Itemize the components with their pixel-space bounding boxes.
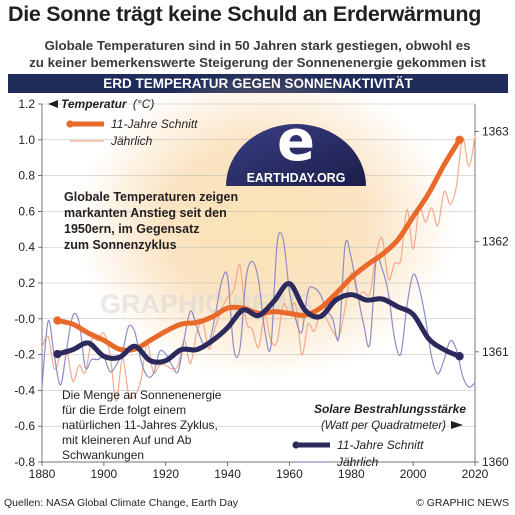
solar-11yr-line-end-point bbox=[455, 352, 464, 361]
solar-note-line-4: mit kleineren Auf und Ab bbox=[62, 433, 192, 447]
temp-note-line-2: markanten Anstieg seit den bbox=[64, 206, 227, 220]
left-tick-label: -0.4 bbox=[14, 383, 35, 397]
left-tick-label: -0.6 bbox=[14, 419, 35, 433]
left-arrow-icon bbox=[48, 100, 58, 108]
left-tick-label: -0.0 bbox=[14, 312, 35, 326]
x-tick-label: 2000 bbox=[400, 467, 427, 481]
solar-legend-annual: Jährlich bbox=[336, 455, 379, 469]
right-tick-label: 1363 bbox=[482, 125, 509, 139]
left-tick-label: -0.8 bbox=[14, 455, 35, 469]
sun-glow bbox=[75, 70, 455, 380]
left-tick-label: 1.0 bbox=[18, 133, 35, 147]
temperature-annotation: Globale Temperaturen zeigen markanten An… bbox=[64, 190, 242, 252]
solar-legend-avg: 11-Jahre Schnitt bbox=[337, 438, 424, 452]
temp-legend-unit: (°C) bbox=[133, 97, 154, 111]
left-tick-label: 0.6 bbox=[18, 204, 35, 218]
plot-area: 1.2 1.0 0.8 0.6 0.4 0.2 -0.0 -0.2 -0.4 -0.6 -0.8 1… bbox=[14, 70, 509, 481]
source-note: Quellen: NASA Global Climate Change, Ear… bbox=[4, 497, 239, 509]
right-arrow-icon bbox=[451, 421, 463, 429]
temp-avg-swatch-dot bbox=[66, 120, 74, 128]
x-tick-label: 1960 bbox=[276, 467, 303, 481]
x-tick-label: 1920 bbox=[152, 467, 179, 481]
right-tick-label: 1361 bbox=[482, 345, 509, 359]
solar-note-line-3: natürlichen 11-Jahres Zyklus, bbox=[62, 418, 218, 432]
temp-note-line-3: 1950ern, im Gegensatz bbox=[64, 222, 199, 236]
solar-legend: Solare Bestrahlungsstärke (Watt per Quad… bbox=[292, 402, 466, 469]
logo-dome bbox=[226, 124, 366, 186]
solar-annotation: Die Menge an Sonnenenergie für die Erde … bbox=[62, 388, 225, 462]
x-tick-label: 1940 bbox=[214, 467, 241, 481]
left-tick-label: 0.8 bbox=[18, 169, 35, 183]
logo-text: EARTHDAY.ORG bbox=[247, 171, 346, 185]
svg-text:Temperatur (°C): Temperatur (°C) bbox=[61, 97, 154, 111]
page-title: Die Sonne trägt keine Schuld an Erderwär… bbox=[8, 2, 482, 26]
solar-legend-unit: (Watt per Quadratmeter) bbox=[321, 420, 446, 432]
x-tick-label: 1980 bbox=[338, 467, 365, 481]
temp-note-line-4: zum Sonnenzyklus bbox=[64, 238, 177, 252]
solar-11yr-line-start-point bbox=[53, 349, 62, 359]
x-tick-label: 1900 bbox=[91, 467, 118, 481]
logo-letter: e bbox=[277, 109, 315, 174]
x-axis: 1880 1900 1920 1940 1960 1980 2000 2020 bbox=[29, 462, 489, 481]
solar-annual-line bbox=[41, 231, 476, 388]
temp-legend-avg: 11-Jahre Schnitt bbox=[111, 117, 198, 131]
x-tick-label: 1880 bbox=[29, 467, 56, 481]
solar-avg-swatch-dot bbox=[292, 441, 300, 449]
solar-note-line-2: für die Erde folgt einem bbox=[62, 403, 186, 417]
subtitle-line-1: Globale Temperaturen sind in 50 Jahren s… bbox=[44, 38, 471, 53]
left-y-axis: 1.2 1.0 0.8 0.6 0.4 0.2 -0.0 -0.2 -0.4 -0.6 -0.8 bbox=[14, 97, 42, 469]
series-layer bbox=[41, 135, 476, 402]
temp-legend-title: Temperatur bbox=[61, 97, 128, 111]
left-tick-label: 0.4 bbox=[18, 240, 35, 254]
solar-note-line-5: Schwankungen bbox=[62, 448, 144, 462]
temperature-11yr-line-start-point bbox=[53, 316, 62, 325]
left-tick-label: -0.2 bbox=[14, 348, 35, 362]
left-tick-label: 0.2 bbox=[18, 276, 35, 290]
solar-note-line-1: Die Menge an Sonnenenergie bbox=[62, 388, 222, 402]
solar-11yr-line bbox=[55, 281, 462, 365]
left-tick-label: 1.2 bbox=[18, 97, 35, 111]
temperature-annual-line bbox=[41, 135, 476, 402]
right-tick-label: 1362 bbox=[482, 235, 509, 249]
solar-legend-title: Solare Bestrahlungsstärke bbox=[314, 402, 466, 416]
temp-legend-annual: Jährlich bbox=[110, 134, 153, 148]
x-tick-label: 2020 bbox=[462, 467, 489, 481]
right-y-axis: 1363 1362 1361 1360 bbox=[475, 125, 509, 469]
earthday-logo: e EARTHDAY.ORG bbox=[226, 109, 366, 186]
temp-note-line-1: Globale Temperaturen zeigen bbox=[64, 190, 238, 204]
temperature-legend: Temperatur (°C) 11-Jahre Schnitt Jährlic… bbox=[48, 97, 198, 148]
subtitle-line-2: zu keiner bemerkenswerte Steigerung der … bbox=[29, 55, 486, 70]
right-tick-label: 1360 bbox=[482, 455, 509, 469]
temperature-11yr-line-end-point bbox=[455, 135, 464, 144]
copyright: © GRAPHIC NEWS bbox=[416, 497, 509, 509]
